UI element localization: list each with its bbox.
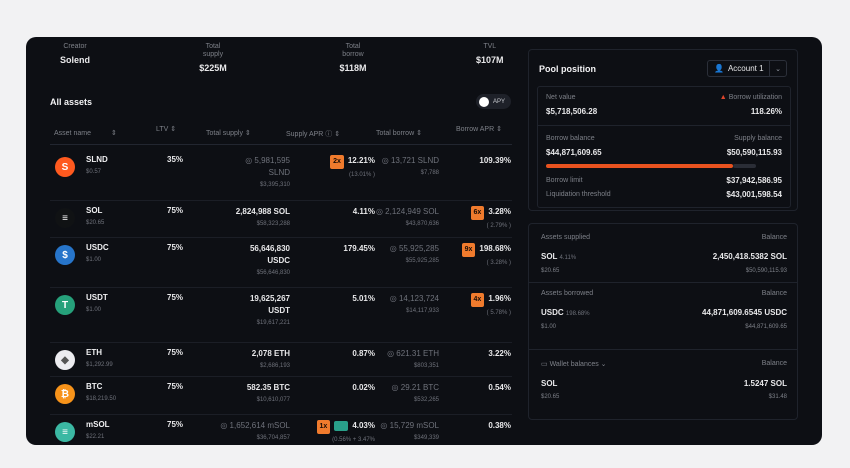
stat-tvl: TVL $107M xyxy=(476,43,504,65)
apy-toggle[interactable]: APY xyxy=(476,94,511,109)
toggle-knob xyxy=(479,96,489,107)
section-title-all-assets: All assets xyxy=(50,97,93,107)
pool-position-title: Pool position xyxy=(539,64,596,74)
table-header: Asset name ⇕ LTV ⇕ Total supply ⇕ Supply… xyxy=(50,126,512,145)
col-supply-apr[interactable]: Supply APR ⓘ ⇕ xyxy=(286,131,341,138)
asset-total-borrow: ◎ 621.31 ETH $803,351 xyxy=(387,349,439,369)
asset-price: $22.21 xyxy=(86,434,105,440)
asset-total-borrow: ◎ 15,729 mSOL $349,339 xyxy=(380,421,439,441)
utilization-bar xyxy=(546,164,733,168)
sol-coin-icon: ≡ xyxy=(55,208,75,228)
asset-price: $20.65 xyxy=(86,220,105,226)
app-frame: Creator Solend Total supply $225M Total … xyxy=(26,37,822,445)
slnd-coin-icon: S xyxy=(55,157,75,177)
msol-coin-icon: ≡ xyxy=(55,422,75,442)
asset-supply-apr: 4.11% xyxy=(352,207,375,216)
supplied-asset[interactable]: SOL 4.11% xyxy=(541,252,577,261)
asset-total-supply: 56,646,830 USDC $56,646,830 xyxy=(249,244,290,276)
positions-card: Assets supplied Balance SOL 4.11% $20.65… xyxy=(528,223,798,420)
pool-stats-box: Net value $5,718,506.28 ▲ Borrow utiliza… xyxy=(537,86,791,208)
stat-creator: Creator Solend xyxy=(60,43,91,65)
account-selector[interactable]: 👤 Account 1 ⌄ xyxy=(707,60,787,77)
wallet-balances-toggle[interactable]: ▭ Wallet balances ⌄ xyxy=(541,361,607,368)
row-divider xyxy=(50,287,512,288)
asset-supply-apr: 2x 12.21% (13.01% ) xyxy=(330,155,375,181)
user-icon: 👤 xyxy=(714,64,724,73)
pool-position-card: Pool position 👤 Account 1 ⌄ Net value $5… xyxy=(528,49,798,211)
warning-icon: ▲ xyxy=(719,94,727,101)
asset-symbol: SLND xyxy=(86,155,108,164)
marinade-reward-icon xyxy=(334,420,349,431)
asset-ltv: 75% xyxy=(167,293,184,302)
asset-price: $0.57 xyxy=(86,169,102,175)
stat-total-supply: Total supply $225M xyxy=(199,43,227,73)
borrowed-asset[interactable]: USDC 198.68% xyxy=(541,308,590,317)
eth-coin-icon: ◆ xyxy=(55,350,75,370)
asset-symbol: ETH xyxy=(86,348,102,357)
btc-coin-icon: ₿ xyxy=(55,384,75,404)
stats-bar: Creator Solend Total supply $225M Total … xyxy=(26,37,526,87)
asset-borrow-apr: 0.54% xyxy=(488,383,511,392)
asset-borrow-apr: 3.22% xyxy=(488,349,511,358)
asset-ltv: 35% xyxy=(167,155,184,164)
asset-symbol: mSOL xyxy=(86,420,110,429)
asset-ltv: 75% xyxy=(167,348,184,357)
asset-symbol: SOL xyxy=(86,206,103,215)
row-divider xyxy=(50,376,512,377)
asset-borrow-apr: 4x 1.96% ( 5.78% ) xyxy=(470,293,511,319)
col-borrow-apr[interactable]: Borrow APR ⇕ xyxy=(456,126,502,133)
asset-ltv: 75% xyxy=(167,243,184,252)
asset-total-supply: ◎ 1,652,614 mSOL $36,704,857 xyxy=(220,421,290,441)
usdc-coin-icon: $ xyxy=(55,245,75,265)
asset-price: $1,292.99 xyxy=(86,362,113,368)
row-divider xyxy=(50,414,512,415)
asset-price: $1.00 xyxy=(86,257,102,263)
asset-borrow-apr: 9x 198.68% ( 3.28% ) xyxy=(461,243,511,269)
asset-supply-apr: 1x 4.03% (0.56% + 3.47% xyxy=(316,420,375,445)
col-ltv[interactable]: LTV ⇕ xyxy=(156,126,177,133)
asset-symbol: USDC xyxy=(86,243,109,252)
asset-supply-apr: 5.01% xyxy=(352,294,375,303)
asset-borrow-apr: 0.38% xyxy=(488,421,511,430)
asset-ltv: 75% xyxy=(167,206,184,215)
reward-multiplier-badge: 2x xyxy=(330,155,344,169)
asset-supply-apr: 179.45% xyxy=(343,244,375,253)
reward-multiplier-badge: 6x xyxy=(470,206,485,220)
asset-borrow-apr: 109.39% xyxy=(479,156,511,165)
asset-total-borrow: ◎ 29.21 BTC $532,265 xyxy=(391,383,439,403)
row-divider xyxy=(50,237,512,238)
asset-supply-apr: 0.02% xyxy=(352,383,375,392)
asset-ltv: 75% xyxy=(167,420,184,429)
asset-borrow-apr: 6x 3.28% ( 2.79% ) xyxy=(470,206,511,232)
col-asset-name[interactable]: Asset name ⇕ xyxy=(54,130,117,137)
stat-total-borrow: Total borrow $118M xyxy=(339,43,367,73)
asset-supply-apr: 0.87% xyxy=(352,349,375,358)
reward-multiplier-badge: 1x xyxy=(316,420,331,434)
asset-total-supply: 2,824,988 SOL $58,323,288 xyxy=(235,207,290,227)
asset-total-supply: 19,625,267 USDT $19,617,221 xyxy=(249,294,290,326)
asset-total-borrow: ◎ 55,925,285 $55,925,285 xyxy=(389,244,439,264)
asset-total-supply: 582.35 BTC $10,610,077 xyxy=(246,383,290,403)
asset-total-supply: ◎ 5,981,595 SLND $3,395,310 xyxy=(245,156,290,188)
reward-multiplier-badge: 4x xyxy=(470,293,485,307)
asset-price: $1.00 xyxy=(86,307,102,313)
asset-total-supply: 2,078 ETH $2,686,193 xyxy=(251,349,290,369)
asset-symbol: BTC xyxy=(86,382,103,391)
row-divider xyxy=(50,342,512,343)
asset-price: $18,219.50 xyxy=(86,396,117,402)
asset-ltv: 75% xyxy=(167,382,184,391)
chevron-down-icon: ⌄ xyxy=(775,65,781,73)
col-total-supply[interactable]: Total supply ⇕ xyxy=(206,130,251,137)
col-total-borrow[interactable]: Total borrow ⇕ xyxy=(376,130,422,137)
asset-total-borrow: ◎ 2,124,949 SOL $43,870,636 xyxy=(375,207,439,227)
asset-symbol: USDT xyxy=(86,293,108,302)
wallet-icon: ▭ xyxy=(541,361,548,368)
row-divider xyxy=(50,200,512,201)
asset-total-borrow: ◎ 14,123,724 $14,117,933 xyxy=(389,294,439,314)
usdt-coin-icon: T xyxy=(55,295,75,315)
reward-multiplier-badge: 9x xyxy=(461,243,476,257)
asset-total-borrow: ◎ 13,721 SLND $7,788 xyxy=(381,156,439,176)
